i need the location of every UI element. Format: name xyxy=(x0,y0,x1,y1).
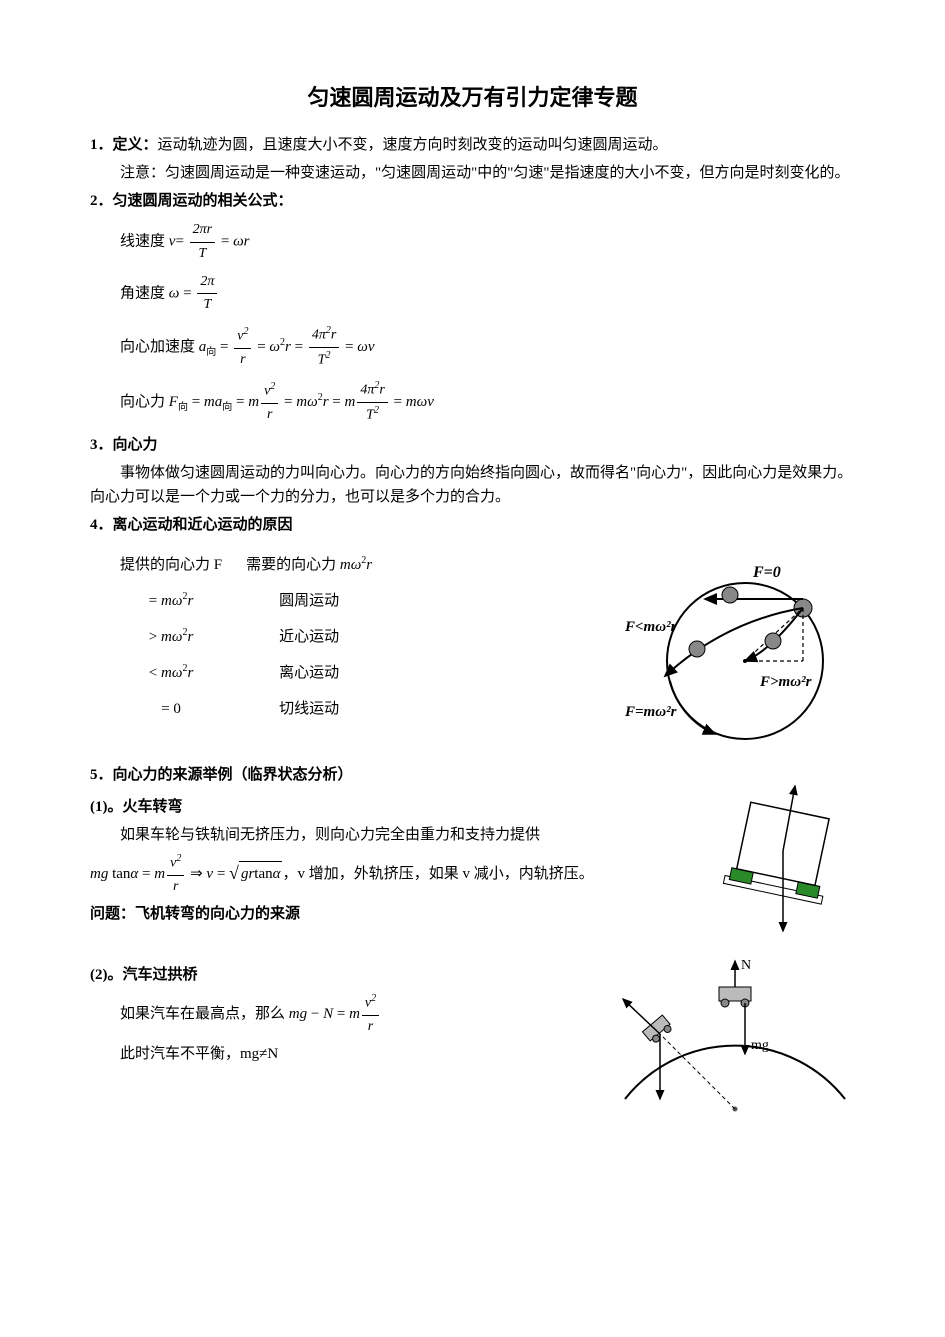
s3-text: 事物体做匀速圆周运动的力叫向心力。向心力的方向始终指向圆心，故而得名"向心力"，… xyxy=(90,461,855,509)
formula-angular-velocity: 角速度 ω = 2πT xyxy=(120,271,855,317)
s5-sub1-tail: ，v 增加，外轨挤压，如果 v 减小，内轨挤压。 xyxy=(282,866,593,882)
row4-c2: 切线运动 xyxy=(246,691,396,727)
section-5-sub2: (2)。汽车过拱桥 如果汽车在最高点，那么 mg − N = mv2r 此时汽车… xyxy=(90,959,855,1137)
s1-note-head: 注意： xyxy=(120,165,165,181)
section-4: 4．离心运动和近心运动的原因 xyxy=(90,513,855,537)
row1-c1: = mω2r xyxy=(120,583,246,619)
s5-sub1-formula: mg tanα = mv2r ⇒ v = grtanα，v 增加，外轨挤压，如果… xyxy=(90,851,695,898)
col2-head: 需要的向心力 mω2r xyxy=(246,547,396,583)
f2-label: 角速度 xyxy=(120,285,165,301)
car-top xyxy=(719,987,751,1007)
s5-sub2-formula: 如果汽车在最高点，那么 mg − N = mv2r xyxy=(120,991,615,1038)
section-5-sub1: (1)。火车转弯 如果车轮与铁轨间无挤压力，则向心力完全由重力和支持力提供 mg… xyxy=(90,791,855,949)
s2-head: 2．匀速圆周运动的相关公式： xyxy=(90,193,293,209)
s5-sub1-text: 如果车轮与铁轨间无挤压力，则向心力完全由重力和支持力提供 xyxy=(120,823,695,847)
formula-centripetal-acceleration: 向心加速度 a向 = v2r = ω2r = 4π2rT2 = ωv xyxy=(120,323,855,372)
label-f0: F=0 xyxy=(752,564,781,581)
row2-c1: > mω2r xyxy=(120,619,246,655)
car-left xyxy=(642,1015,673,1045)
centripetal-table: 提供的向心力 F 需要的向心力 mω2r = mω2r圆周运动 > mω2r近心… xyxy=(120,547,595,727)
s1-head: 1．定义： xyxy=(90,137,158,153)
row3-c1: < mω2r xyxy=(120,655,246,691)
s5-sub1-q: 问题：飞机转弯的向心力的来源 xyxy=(90,902,695,926)
section-1: 1．定义：运动轨迹为圆，且速度大小不变，速度方向时刻改变的运动叫匀速圆周运动。 xyxy=(90,133,855,157)
s4-head: 4．离心运动和近心运动的原因 xyxy=(90,517,293,533)
s5-head: 5．向心力的来源举例（临界状态分析） xyxy=(90,767,353,783)
train-diagram xyxy=(695,791,855,949)
s5-sub2-text1: 如果汽车在最高点，那么 xyxy=(120,1006,285,1022)
s5-sub1-head: (1)。火车转弯 xyxy=(90,795,695,819)
row1-c2: 圆周运动 xyxy=(246,583,396,619)
formula-centripetal-force: 向心力 F向 = ma向 = mv2r = mω2r = m4π2rT2 = m… xyxy=(120,378,855,427)
label-flt: F<mω²r xyxy=(624,619,677,635)
s5-sub2-text2: 此时汽车不平衡，mg≠N xyxy=(120,1042,615,1066)
f4-label: 向心力 xyxy=(120,394,165,410)
section-2: 2．匀速圆周运动的相关公式： xyxy=(90,189,855,213)
page-title: 匀速圆周运动及万有引力定律专题 xyxy=(90,80,855,115)
row2-c2: 近心运动 xyxy=(246,619,396,655)
row4-c1: = 0 xyxy=(120,691,246,727)
s5-sub2-head: (2)。汽车过拱桥 xyxy=(90,963,615,987)
section-5: 5．向心力的来源举例（临界状态分析） xyxy=(90,763,855,787)
row3-c2: 离心运动 xyxy=(246,655,396,691)
label-feq: F=mω²r xyxy=(624,704,677,720)
centrifugal-diagram: F=0 F<mω²r F>mω²r F=mω²r xyxy=(595,541,855,759)
col1-head: 提供的向心力 F xyxy=(120,547,246,583)
f1-label: 线速度 xyxy=(120,234,165,250)
s1-note-text: 匀速圆周运动是一种变速运动，"匀速圆周运动"中的"匀速"是指速度的大小不变，但方… xyxy=(165,165,850,181)
section-4-body: 提供的向心力 F 需要的向心力 mω2r = mω2r圆周运动 > mω2r近心… xyxy=(90,541,855,759)
label-fgt: F>mω²r xyxy=(759,674,812,690)
bridge-diagram: N mg xyxy=(615,959,855,1137)
label-N: N xyxy=(741,958,751,973)
s1-note: 注意：匀速圆周运动是一种变速运动，"匀速圆周运动"中的"匀速"是指速度的大小不变… xyxy=(120,161,855,185)
section-3: 3．向心力 xyxy=(90,433,855,457)
s1-text: 运动轨迹为圆，且速度大小不变，速度方向时刻改变的运动叫匀速圆周运动。 xyxy=(158,137,668,153)
s3-head: 3．向心力 xyxy=(90,437,158,453)
f3-label: 向心加速度 xyxy=(120,339,195,355)
formula-linear-velocity: 线速度 v= 2πrT = ωr xyxy=(120,219,855,265)
label-mg: mg xyxy=(751,1038,769,1053)
